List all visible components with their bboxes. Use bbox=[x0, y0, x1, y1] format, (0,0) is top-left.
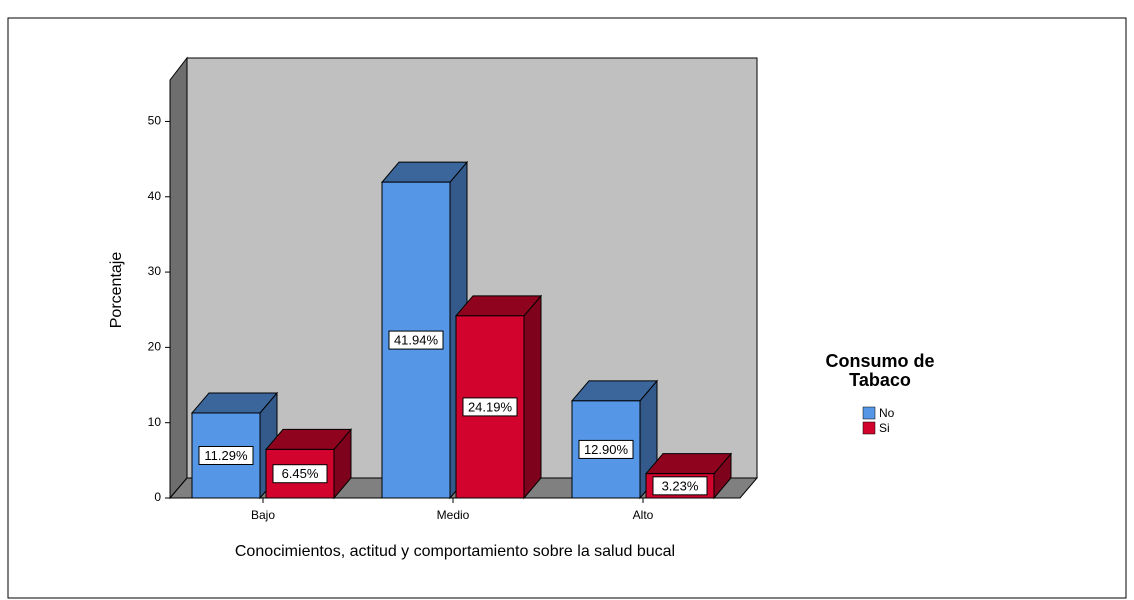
legend-title: Consumo de Tabaco bbox=[825, 351, 935, 390]
left-wall bbox=[169, 56, 188, 500]
x-tick-label: Bajo bbox=[251, 508, 275, 522]
legend-swatch bbox=[862, 421, 876, 435]
x-axis-label: Conocimientos, actitud y comportamiento … bbox=[235, 543, 675, 560]
y-tick-label: 20 bbox=[148, 340, 162, 354]
x-tick-label: Alto bbox=[633, 508, 654, 522]
y-tick-label: 50 bbox=[148, 114, 162, 128]
value-label-box bbox=[272, 464, 328, 484]
value-label: 6.45% bbox=[282, 466, 319, 481]
legend-swatch bbox=[862, 406, 876, 420]
value-label: 3.23% bbox=[662, 478, 699, 493]
value-label: 11.29% bbox=[204, 448, 248, 463]
value-label-box bbox=[462, 397, 518, 417]
x-tick-label: Medio bbox=[437, 508, 470, 522]
value-label-box bbox=[198, 445, 254, 465]
y-tick-label: 30 bbox=[148, 264, 162, 278]
bar-side bbox=[523, 294, 542, 500]
value-label: 12.90% bbox=[584, 442, 629, 457]
y-tick-label: 40 bbox=[148, 189, 162, 203]
value-label: 41.94% bbox=[394, 333, 439, 348]
y-tick-label: 10 bbox=[148, 415, 162, 429]
value-label-box bbox=[652, 476, 708, 496]
value-label-box bbox=[388, 330, 444, 350]
value-label-box bbox=[578, 439, 634, 459]
value-label: 24.19% bbox=[468, 399, 513, 414]
legend-label: Si bbox=[879, 421, 890, 435]
y-tick-label: 0 bbox=[154, 490, 161, 504]
legend-label: No bbox=[879, 406, 895, 420]
frame bbox=[7, 17, 1127, 599]
y-axis-label: Porcentaje bbox=[108, 252, 125, 329]
